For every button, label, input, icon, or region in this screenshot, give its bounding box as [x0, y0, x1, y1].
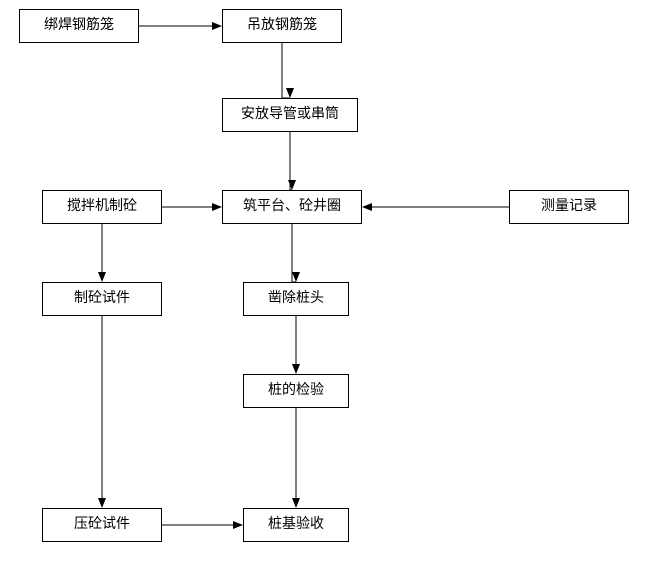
- node-label: 桩基验收: [268, 518, 324, 532]
- node-pile-accept: 桩基验收: [243, 508, 349, 542]
- node-label: 压砼试件: [74, 518, 130, 532]
- node-label: 吊放钢筋笼: [247, 19, 317, 33]
- node-measure-record: 测量记录: [509, 190, 629, 224]
- node-bind-weld-cage: 绑焊钢筋笼: [19, 9, 139, 43]
- node-press-sample: 压砼试件: [42, 508, 162, 542]
- node-label: 搅拌机制砼: [67, 200, 137, 214]
- node-build-platform: 筑平台、砼井圈: [222, 190, 362, 224]
- node-label: 制砼试件: [74, 292, 130, 306]
- node-label: 筑平台、砼井圈: [243, 200, 341, 214]
- node-label: 测量记录: [541, 200, 597, 214]
- node-pile-inspect: 桩的检验: [243, 374, 349, 408]
- node-chisel-head: 凿除桩头: [243, 282, 349, 316]
- node-label: 绑焊钢筋笼: [44, 19, 114, 33]
- node-hang-cage: 吊放钢筋笼: [222, 9, 342, 43]
- node-label: 凿除桩头: [268, 292, 324, 306]
- node-label: 桩的检验: [268, 384, 324, 398]
- node-concrete-sample: 制砼试件: [42, 282, 162, 316]
- node-label: 安放导管或串筒: [241, 108, 339, 122]
- node-place-guide: 安放导管或串筒: [222, 98, 358, 132]
- flowchart-canvas: 绑焊钢筋笼 吊放钢筋笼 安放导管或串筒 搅拌机制砼 筑平台、砼井圈 测量记录 制…: [0, 0, 670, 571]
- node-mixer: 搅拌机制砼: [42, 190, 162, 224]
